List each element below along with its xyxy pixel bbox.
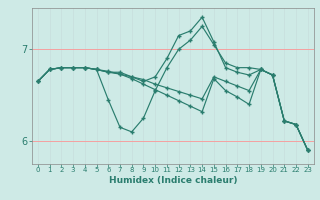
- X-axis label: Humidex (Indice chaleur): Humidex (Indice chaleur): [108, 176, 237, 185]
